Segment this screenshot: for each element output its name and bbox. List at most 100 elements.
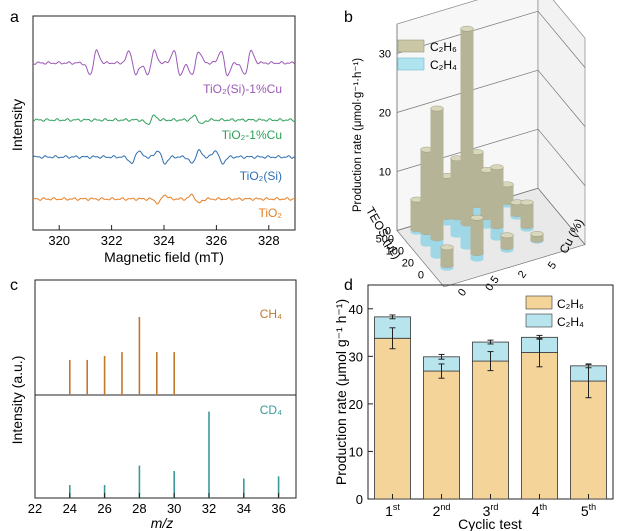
panel-d-bar-c2h6 [423,370,460,500]
panel-c-x-ticks: 22 24 26 28 30 32 34 36 [28,493,286,516]
panel-b-bar-bottom [520,223,534,229]
panel-b-cu-tick-label: 5 [546,260,559,272]
panel-b-bar-body [510,202,524,215]
panel-d-bar-c2h6 [472,360,509,500]
panel-b-bar-bottom [460,244,474,250]
panel-b-bar-body [430,108,444,239]
panel-b-bar-body [450,158,464,218]
panel-c-ylabel: Intensity (a.u.) [9,356,25,445]
panel-c-bottom-label: CD₄ [260,403,282,417]
panel-b-bar-body [530,233,544,240]
panel-d-y-tick-label: 40 [349,302,363,317]
panel-b-bar-bottom [420,241,434,247]
panel-b-bar-bottom [480,223,494,229]
panel-b-z-tick-label: 20 [379,108,391,120]
panel-c-x-tick-label: 30 [167,501,181,516]
panel-b-bar-bottom [440,220,454,226]
panel-a-label-1: TiO₂(Si)-1%Cu [203,82,282,96]
panel-b-grid-line [537,128,586,186]
panel-d: d 0 10 20 30 40 1st 2nd 3rd 4th 5th C₂H₆ C₂H₄ Cy… [333,277,614,531]
panel-b-bar-top [470,214,484,221]
panel-b-legend-swatch-c2h4 [397,57,425,71]
panel-d-ylabel: Production rate (μmol g⁻¹ h⁻¹) [333,299,349,485]
panel-c-x-tick-label: 34 [237,501,251,516]
panel-b-bar-body [470,205,484,214]
panel-d-y-tick-label: 20 [349,397,363,412]
panel-b-bar-bottom [440,262,454,268]
panel-b-zlabel: Production rate (μmol·g⁻¹·h⁻¹) [352,58,364,212]
panel-b-bar-body [430,238,444,256]
panel-d-legend-swatch-c2h4 [525,313,553,328]
panel-d-bar-c2h6 [521,352,558,500]
panel-a-trace [32,193,295,205]
panel-b-bar-body [460,223,474,247]
panel-b-legend: C₂H₆ C₂H₄ [397,39,457,72]
panel-b-bar-bottom [470,250,484,256]
panel-c-x-tick-label: 32 [202,501,216,516]
panel-b-bar-top [520,199,534,206]
panel-b-bar-body [480,169,494,218]
panel-d-x-tick-label: 3rd [483,502,499,519]
panel-b-cu-tick-label: 0.5 [483,274,502,293]
panel-b-grid-line [537,187,586,245]
panel-b-bar-body [480,217,494,226]
panel-a-x-tick-label: 328 [258,233,280,248]
panel-a-traces [32,49,296,205]
panel-a-x-ticks: 320 322 324 326 328 [48,225,280,248]
panel-b-bar-body [440,175,454,218]
panel-b-bar-bottom [490,235,504,241]
panel-b-bar-body [490,226,504,238]
panel-b-bar-top [530,231,544,237]
panel-a-x-tick-label: 320 [48,233,70,248]
panel-a-trace [32,149,296,165]
panel-b-bar-bottom [470,202,484,208]
panel-a-label-2: TiO₂-1%Cu [222,128,282,142]
panel-a-trace [32,49,296,77]
panel-b-z-tick-label: 30 [379,49,391,61]
panel-b-teos-tick-label: 100 [386,246,404,258]
panel-b-bar-bottom [440,214,454,220]
panel-c-xlabel: m/z [151,515,174,531]
panel-b-bar-body [460,28,474,224]
panel-b-bar-bottom [420,229,434,235]
panel-c-x-tick-label: 36 [271,501,285,516]
panel-b-bar-body [500,235,514,248]
panel-b-bar-body [470,152,484,206]
panel-b-bar-bottom [450,214,464,220]
panel-c-x-tick-label: 28 [132,501,146,516]
panel-a-xlabel: Magnetic field (mT) [104,249,224,265]
panel-b-bar-bottom [430,235,444,241]
panel-b-bar-bottom [530,237,544,243]
panel-c-x-tick-label: 26 [97,501,111,516]
panel-b-bar-top [490,164,504,170]
panel-b-bar-bottom [500,244,514,250]
panel-a-ylabel: Intensity [9,99,25,151]
panel-a-x-tick-label: 324 [153,233,175,248]
panel-b-bar-bottom [410,226,424,232]
panel-b-bar-body [450,217,464,235]
panel-b-grid-line [537,10,586,68]
panel-b-bar-body [440,247,454,266]
panel-d-legend-swatch-c2h6 [525,295,553,310]
panel-b-bar-body [440,217,454,223]
panel-d-x-tick-label: 4th [532,502,547,519]
panel-b-bar-bottom [490,223,504,229]
panel-b-legend-label-c2h4: C₂H₄ [430,58,457,72]
panel-c-letter: c [10,277,18,294]
panel-d-x-tick-label: 2nd [433,502,451,519]
panel-b-legend-swatch-c2h6 [397,39,425,53]
panel-b-bar-body [420,149,434,233]
panel-c-x-tick-label: 22 [28,501,42,516]
panel-d-xlabel: Cyclic test [458,516,522,531]
panel-b-grid-line [537,69,586,127]
panel-a-label-3: TiO₂(Si) [240,169,282,183]
panel-c-x-tick-label: 24 [63,501,77,516]
panel-b-letter: b [344,9,353,26]
panel-b-teos-tick-label: 500 [376,234,394,246]
panel-b-bar-body [520,202,534,227]
panel-a-x-tick-label: 326 [206,233,228,248]
panel-d-y-ticks: 0 10 20 30 40 [349,302,373,507]
panel-d-legend: C₂H₆ C₂H₄ [525,295,584,329]
panel-b-bar-bottom [500,199,514,205]
